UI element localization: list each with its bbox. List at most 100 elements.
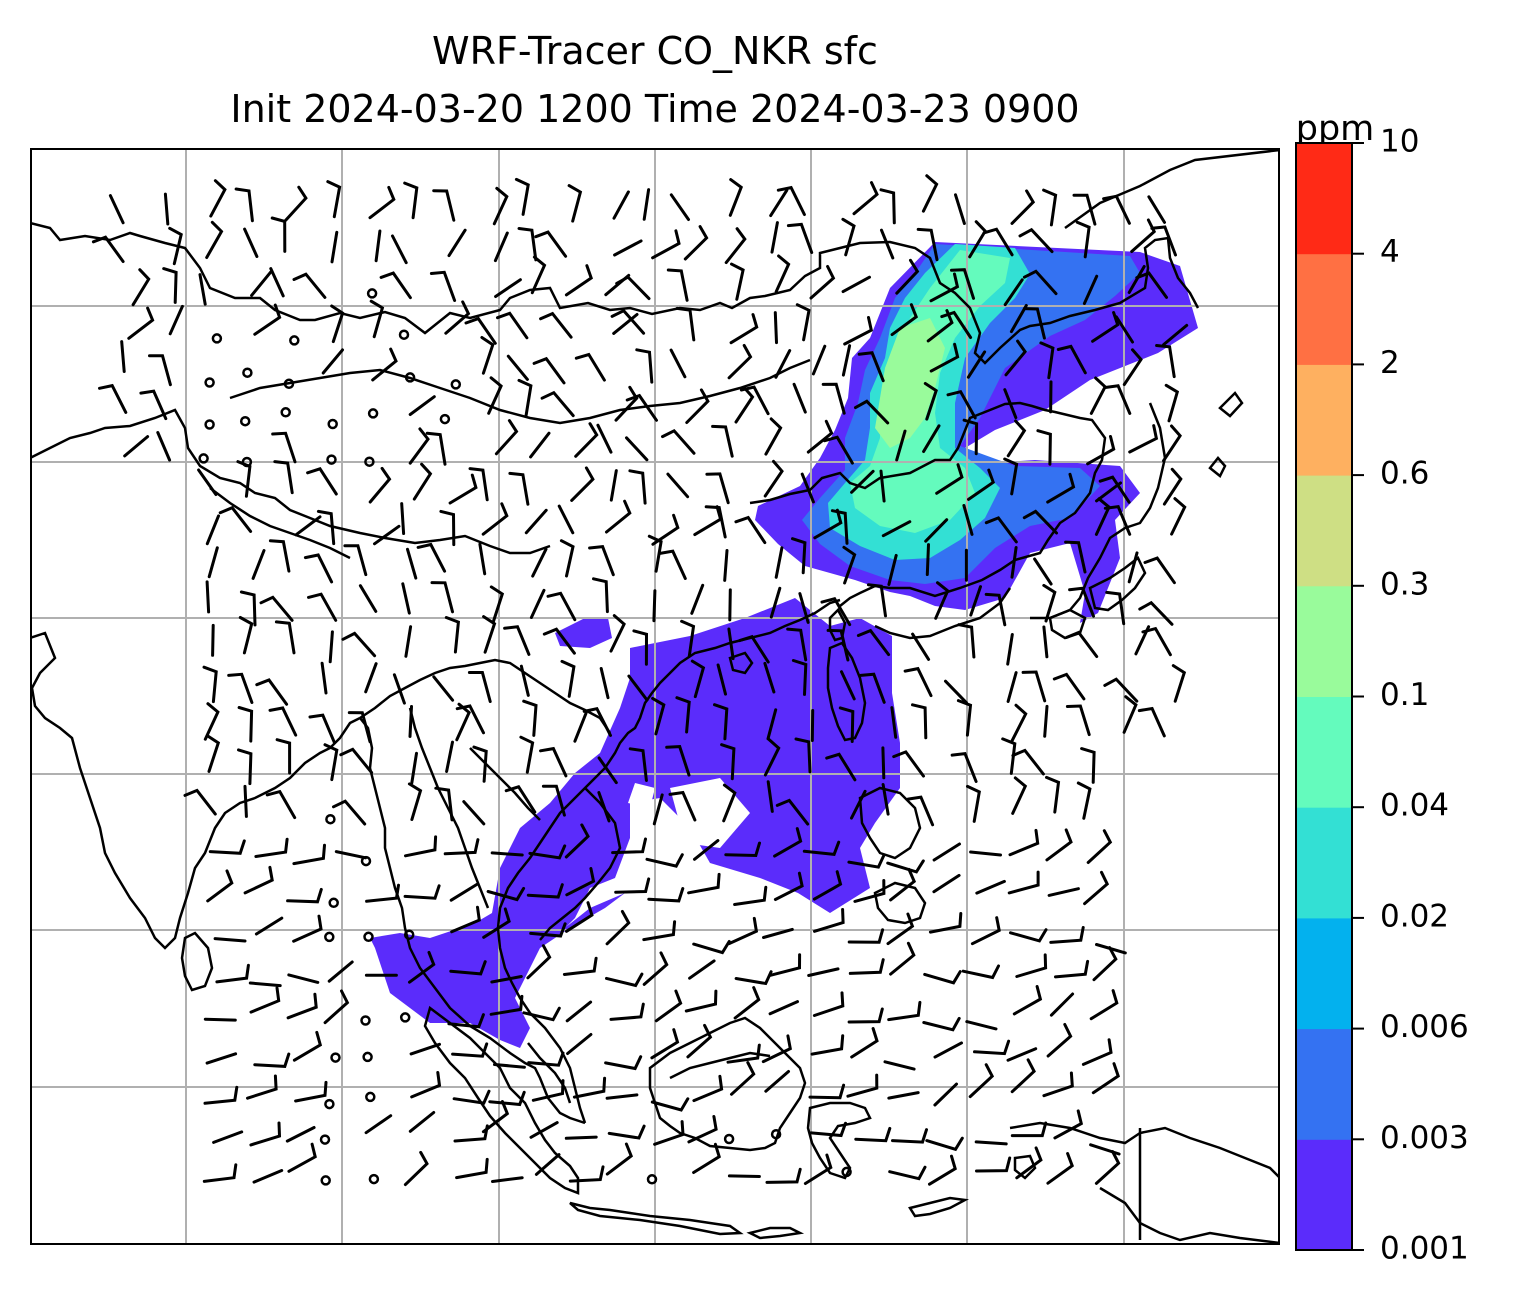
border-malaysia <box>527 1042 572 1104</box>
wind-barb <box>852 181 879 216</box>
wind-barb <box>566 1033 593 1055</box>
wind-barb <box>306 467 338 496</box>
border-borneo-malaysia <box>669 1051 771 1080</box>
wind-barb <box>206 869 234 903</box>
wind-barb <box>490 975 523 984</box>
wind-barb <box>984 592 1007 627</box>
wind-barb <box>447 1013 485 1029</box>
wind-barb <box>467 671 492 703</box>
wind-barb <box>692 1074 724 1103</box>
wind-barb <box>249 1121 282 1147</box>
wind-barb <box>611 837 647 855</box>
wind-barb <box>1015 1146 1043 1180</box>
wind-barb <box>1086 435 1116 466</box>
wind-barb <box>364 662 378 694</box>
wind-barb <box>1003 457 1019 496</box>
colorbar-tick-label: 0.001 <box>1380 1231 1469 1267</box>
wind-barb <box>434 786 454 822</box>
calm-wind-marker <box>439 413 451 425</box>
wind-barb <box>432 189 456 222</box>
wind-barb <box>464 316 497 345</box>
wind-barb <box>163 192 170 226</box>
wind-barb <box>812 870 843 901</box>
wind-barb <box>243 784 248 818</box>
wind-barb <box>675 306 696 342</box>
wind-barb <box>651 696 666 736</box>
wind-barb <box>546 591 577 622</box>
wind-barb <box>403 181 419 220</box>
calm-wind-marker <box>239 415 251 427</box>
wind-barb <box>1022 509 1058 535</box>
wind-barb <box>294 1080 328 1103</box>
wind-barb <box>120 340 126 373</box>
wind-barb <box>693 839 720 861</box>
wind-barb <box>1170 497 1187 536</box>
wind-barb <box>251 549 266 580</box>
wind-barb <box>605 1093 639 1100</box>
calm-wind-marker <box>320 1175 331 1186</box>
wind-barb <box>1045 775 1061 814</box>
wind-barb <box>982 227 1014 257</box>
wind-barb <box>843 316 874 346</box>
coast-sumatra <box>423 1005 580 1195</box>
plume-small-patch <box>555 618 612 648</box>
wind-barb <box>956 699 973 737</box>
wind-barb <box>540 390 575 418</box>
wind-barb <box>407 782 423 821</box>
wind-barb <box>966 350 987 379</box>
colorbar-band <box>1296 143 1352 255</box>
wind-barb <box>770 221 779 254</box>
wind-barb <box>1089 989 1119 1021</box>
wind-barb <box>705 472 730 505</box>
wind-barb <box>642 920 677 942</box>
wind-barb <box>890 303 919 337</box>
wind-barb <box>183 788 217 816</box>
wind-barb <box>774 254 791 294</box>
calm-wind-marker <box>289 335 300 346</box>
wind-barb <box>243 865 274 895</box>
wind-barb <box>728 178 744 217</box>
wind-barb <box>954 193 966 225</box>
wind-barb <box>1081 1038 1113 1066</box>
wind-barb <box>906 795 935 827</box>
wind-barb <box>451 1042 489 1058</box>
wind-barb <box>573 711 588 743</box>
wind-barb <box>846 1073 879 1098</box>
wind-barb <box>209 179 227 218</box>
wind-barb <box>734 385 755 424</box>
wind-barb <box>642 951 669 986</box>
wind-barb <box>564 823 590 859</box>
wind-barb <box>841 217 856 257</box>
wind-barb <box>1003 388 1018 420</box>
wind-barb <box>632 629 649 666</box>
wind-barb <box>854 399 890 425</box>
wind-barb <box>275 738 292 775</box>
wind-barb <box>1022 269 1058 296</box>
wind-barb <box>857 351 885 383</box>
wind-barb <box>1033 557 1053 586</box>
wind-barb <box>850 789 867 820</box>
wind-barb <box>539 746 568 778</box>
border-laos-vietnam <box>469 747 541 821</box>
wind-barb <box>826 628 850 662</box>
wind-barb <box>358 584 378 613</box>
wind-barb <box>841 275 871 294</box>
wind-barb <box>532 356 566 385</box>
wind-barb <box>895 258 920 295</box>
wind-barb <box>1075 220 1091 259</box>
wind-barb <box>763 459 784 498</box>
wind-barb <box>489 994 524 1016</box>
wind-barb <box>529 431 551 459</box>
wind-barb <box>791 659 808 696</box>
wind-barb <box>613 239 643 257</box>
wind-barb <box>1092 946 1118 982</box>
coast-gulf-thailand <box>539 787 622 941</box>
wind-barb <box>404 835 438 858</box>
wind-barb <box>519 664 530 697</box>
calm-wind-marker <box>280 407 291 418</box>
colorbar-band <box>1296 807 1352 919</box>
wind-barb <box>574 422 599 458</box>
wind-barb <box>889 867 917 902</box>
wind-barb <box>531 1079 565 1102</box>
